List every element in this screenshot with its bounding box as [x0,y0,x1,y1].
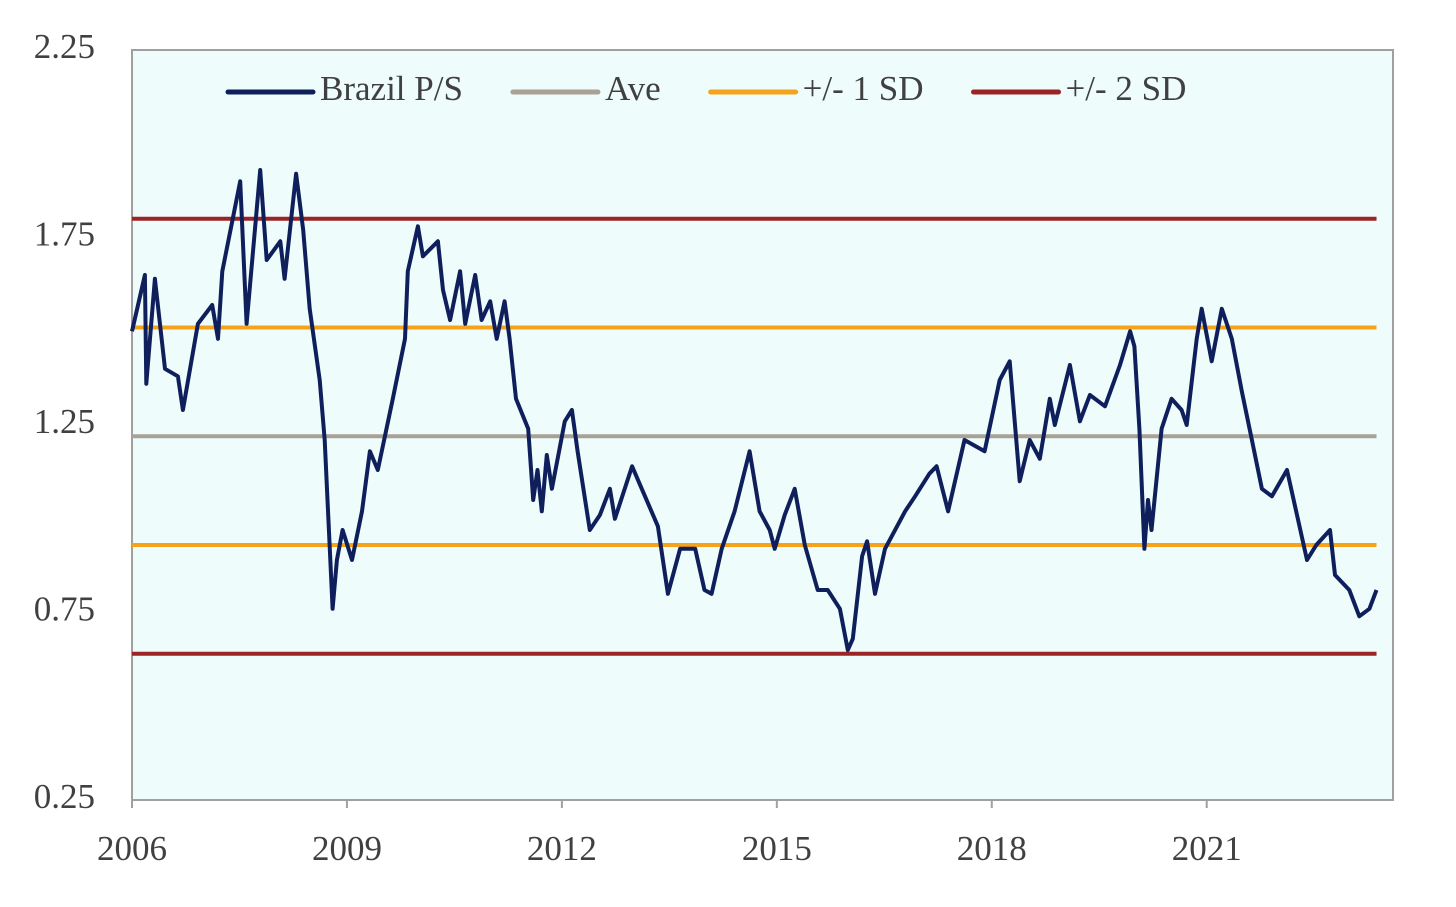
x-tick-label: 2018 [957,829,1027,868]
legend-label: Ave [605,69,661,108]
data-line [130,168,1379,652]
y-tick-label: 1.75 [34,215,95,254]
legend-label: +/- 2 SD [1066,69,1187,108]
legend-label: Brazil P/S [320,69,463,108]
x-tick-label: 2015 [742,829,812,868]
y-tick-label: 0.25 [34,777,95,816]
plot-area [131,49,1394,801]
x-tick-label: 2006 [97,829,167,868]
x-tick-label: 2021 [1172,829,1242,868]
y-tick-label: 0.75 [34,590,95,629]
y-tick-label: 1.25 [34,402,95,441]
legend-label: +/- 1 SD [803,69,924,108]
x-tick-label: 2009 [312,829,382,868]
x-tick-label: 2012 [527,829,597,868]
y-tick-label: 2.25 [34,27,95,66]
